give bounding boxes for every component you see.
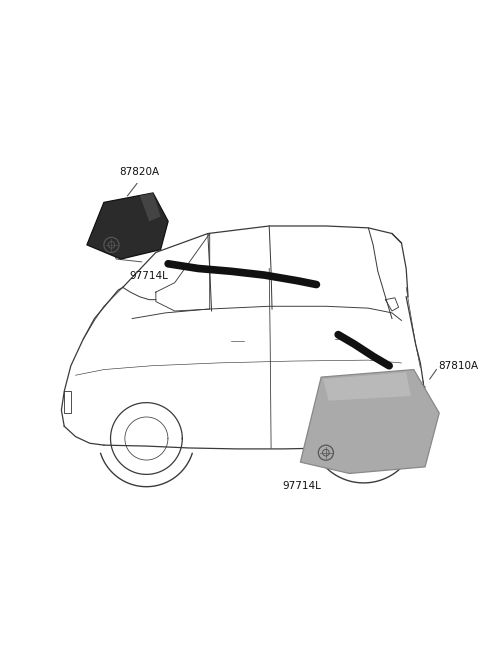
Text: 87820A: 87820A	[120, 167, 160, 177]
Polygon shape	[140, 193, 161, 221]
Polygon shape	[300, 369, 439, 474]
Polygon shape	[87, 193, 168, 259]
Text: 97714L: 97714L	[130, 272, 168, 281]
Text: 97714L: 97714L	[283, 481, 322, 491]
Polygon shape	[323, 373, 411, 401]
Text: 87810A: 87810A	[438, 361, 479, 371]
